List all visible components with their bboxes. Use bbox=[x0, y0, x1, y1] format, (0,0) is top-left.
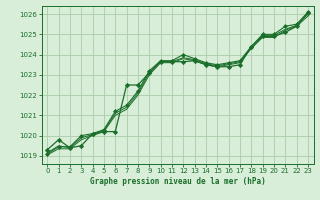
X-axis label: Graphe pression niveau de la mer (hPa): Graphe pression niveau de la mer (hPa) bbox=[90, 177, 266, 186]
